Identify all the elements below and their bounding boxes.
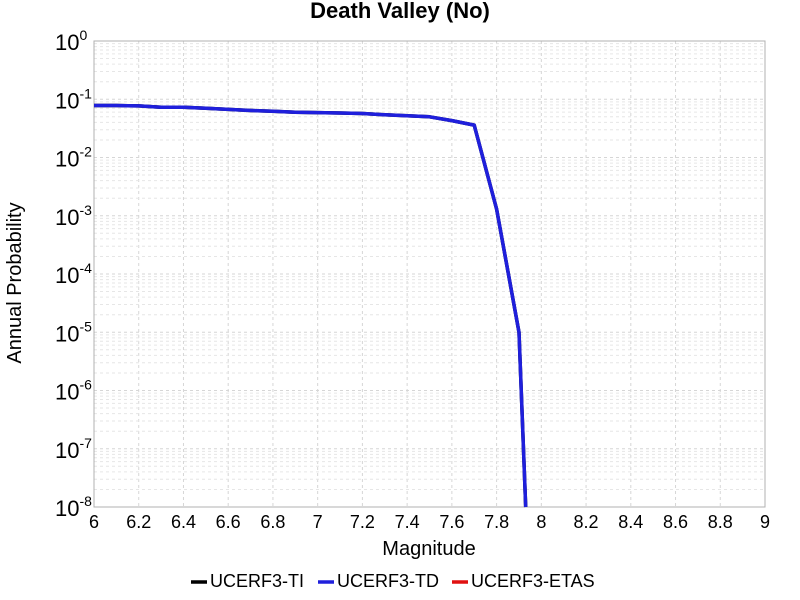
x-tick-label: 8.2: [574, 512, 599, 532]
series-line-ucerf3-td: [94, 103, 528, 508]
y-tick-label: 10-1: [55, 85, 92, 113]
y-tick-label: 10-8: [55, 493, 92, 521]
plot-area: [93, 40, 766, 508]
x-tick-label: 8.4: [618, 512, 643, 532]
series-lines: [94, 103, 528, 508]
chart-title: Death Valley (No): [310, 0, 490, 23]
legend: UCERF3-TI UCERF3-TD UCERF3-ETAS: [191, 571, 595, 591]
y-axis-label: Annual Probability: [4, 202, 26, 363]
x-tick-label: 7: [313, 512, 323, 532]
x-tick-label: 7.8: [484, 512, 509, 532]
x-tick-label: 6: [89, 512, 99, 532]
y-tick-label: 100: [55, 27, 87, 55]
series-line-ucerf3-ti: [94, 103, 528, 508]
x-tick-label: 8.8: [708, 512, 733, 532]
x-tick-label: 7.6: [439, 512, 464, 532]
x-tick-label: 6.4: [171, 512, 196, 532]
y-tick-label: 10-6: [55, 377, 92, 405]
y-tick-label: 10-4: [55, 260, 92, 288]
x-tick-label: 8.6: [663, 512, 688, 532]
x-tick-label: 9: [760, 512, 770, 532]
x-tick-label: 6.2: [126, 512, 151, 532]
y-tick-label: 10-7: [55, 435, 92, 463]
grid-lines: [93, 40, 766, 508]
y-tick-label: 10-2: [55, 144, 92, 172]
x-tick-label: 8: [536, 512, 546, 532]
x-tick-label: 7.4: [395, 512, 420, 532]
legend-entry: UCERF3-ETAS: [471, 571, 595, 591]
y-axis-ticks: 10-8 10-7 10-6 10-5 10-4 10-3 10-2 10-1 100: [55, 27, 92, 521]
x-tick-label: 6.6: [216, 512, 241, 532]
y-tick-label: 10-5: [55, 318, 92, 346]
legend-entry: UCERF3-TI: [210, 571, 304, 591]
legend-entry: UCERF3-TD: [337, 571, 439, 591]
y-tick-label: 10-3: [55, 202, 92, 230]
x-axis-ticks: 6 6.2 6.4 6.6 6.8 7 7.2 7.4 7.6 7.8 8 8.2 8.4 8.6 8.8 9: [89, 512, 770, 532]
x-tick-label: 6.8: [260, 512, 285, 532]
x-axis-label: Magnitude: [382, 538, 475, 560]
x-tick-label: 7.2: [350, 512, 375, 532]
